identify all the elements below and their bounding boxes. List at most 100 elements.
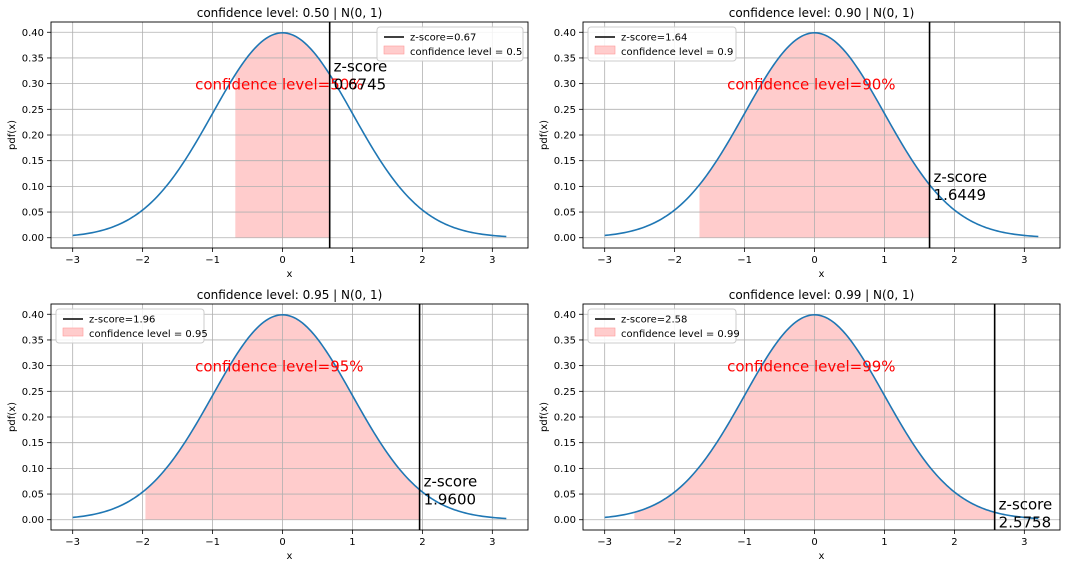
- y-tick-label: 0.10: [554, 182, 576, 193]
- y-tick-label: 0.30: [554, 361, 576, 372]
- y-tick-label: 0.30: [22, 361, 44, 372]
- x-tick-label: 2: [419, 537, 425, 548]
- legend-fill-swatch: [594, 45, 616, 55]
- zscore-text-value: 1.6449: [934, 186, 987, 204]
- x-tick-label: −1: [737, 255, 752, 266]
- x-axis-label: x: [287, 269, 293, 280]
- x-tick-label: 2: [951, 255, 957, 266]
- x-tick-label: 3: [1021, 537, 1027, 548]
- y-tick-label: 0.20: [554, 131, 576, 142]
- legend-line-label: z-score=0.67: [410, 33, 476, 44]
- zscore-text-value: 2.5758: [999, 513, 1052, 531]
- zscore-text-title: z-score: [999, 495, 1053, 513]
- legend-fill-swatch: [383, 45, 405, 55]
- x-tick-label: −3: [597, 537, 612, 548]
- y-tick-label: 0.25: [554, 387, 576, 398]
- x-tick-label: 0: [279, 255, 285, 266]
- x-tick-label: −1: [737, 537, 752, 548]
- x-tick-label: 3: [489, 537, 495, 548]
- pdf-curve: [604, 32, 1039, 238]
- y-tick-label: 0.35: [554, 335, 576, 346]
- legend: z-score=2.58 confidence level = 0.99: [587, 308, 740, 344]
- y-tick-label: 0.40: [554, 310, 576, 321]
- confidence-annotation: confidence level=90%: [727, 76, 895, 94]
- y-tick-label: 0.35: [22, 53, 44, 64]
- y-tick-label: 0.05: [554, 208, 576, 219]
- y-tick-label: 0.10: [22, 182, 44, 193]
- legend-box: [587, 308, 737, 344]
- legend-box: [587, 26, 737, 62]
- legend-fill-label: confidence level = 0.9: [621, 47, 733, 58]
- x-tick-label: −2: [667, 537, 682, 548]
- y-tick-label: 0.40: [22, 28, 44, 39]
- x-tick-label: 2: [951, 537, 957, 548]
- confidence-annotation: confidence level=95%: [195, 358, 363, 376]
- legend-fill-label: confidence level = 0.95: [89, 329, 208, 340]
- x-axis-label: x: [819, 551, 825, 562]
- y-tick-label: 0.00: [554, 515, 576, 526]
- y-axis-label: pdf(x): [539, 120, 550, 150]
- y-tick-label: 0.30: [554, 79, 576, 90]
- pdf-curve: [72, 32, 507, 238]
- y-tick-label: 0.15: [22, 438, 44, 449]
- y-tick-label: 0.00: [22, 515, 44, 526]
- x-axis-label: x: [287, 551, 293, 562]
- chart-title: confidence level: 0.99 | N(0, 1): [729, 288, 915, 302]
- y-axis-label: pdf(x): [7, 120, 18, 150]
- y-tick-label: 0.00: [22, 233, 44, 244]
- pdf-curve: [72, 314, 507, 520]
- y-tick-label: 0.05: [554, 490, 576, 501]
- confidence-annotation: confidence level=99%: [727, 358, 895, 376]
- x-tick-label: 0: [811, 255, 817, 266]
- y-tick-label: 0.25: [554, 105, 576, 116]
- y-tick-label: 0.40: [22, 310, 44, 321]
- legend-line-label: z-score=1.64: [621, 33, 687, 44]
- y-tick-label: 0.35: [554, 53, 576, 64]
- zscore-text-value: 0.6745: [334, 76, 387, 94]
- legend-box: [376, 26, 524, 62]
- x-tick-label: 1: [349, 255, 355, 266]
- legend: z-score=1.96 confidence level = 0.95: [55, 308, 208, 344]
- y-tick-label: 0.05: [22, 490, 44, 501]
- y-tick-label: 0.25: [22, 387, 44, 398]
- x-tick-label: 1: [881, 255, 887, 266]
- legend: z-score=0.67 confidence level = 0.5: [376, 26, 524, 62]
- legend: z-score=1.64 confidence level = 0.9: [587, 26, 737, 62]
- subplot-4: −3 −2 −1 0 1 2 3 0.00 0.05 0.10 0.15 0.20 0.25 0.30 0.…: [539, 288, 1061, 562]
- x-tick-label: −3: [65, 255, 80, 266]
- y-tick-label: 0.15: [554, 156, 576, 167]
- x-tick-label: 1: [349, 537, 355, 548]
- y-tick-label: 0.10: [22, 464, 44, 475]
- x-tick-label: −1: [205, 255, 220, 266]
- y-tick-label: 0.30: [22, 79, 44, 90]
- legend-line-label: z-score=2.58: [621, 315, 687, 326]
- legend-line-label: z-score=1.96: [89, 315, 155, 326]
- zscore-text-title: z-score: [424, 473, 478, 491]
- y-tick-label: 0.10: [554, 464, 576, 475]
- chart-title: confidence level: 0.95 | N(0, 1): [197, 288, 383, 302]
- y-tick-label: 0.25: [22, 105, 44, 116]
- x-tick-label: 2: [419, 255, 425, 266]
- x-tick-label: −3: [597, 255, 612, 266]
- y-tick-label: 0.35: [22, 335, 44, 346]
- y-tick-label: 0.05: [22, 208, 44, 219]
- legend-fill-label: confidence level = 0.5: [410, 47, 522, 58]
- subplot-2: −3 −2 −1 0 1 2 3 0.00 0.05 0.10 0.15 0.20 0.25 0.30 0.…: [539, 6, 1061, 280]
- legend-fill-swatch: [594, 327, 616, 337]
- x-tick-label: 3: [489, 255, 495, 266]
- x-tick-label: −2: [135, 255, 150, 266]
- legend-fill-swatch: [62, 327, 84, 337]
- legend-box: [55, 308, 205, 344]
- chart-title: confidence level: 0.50 | N(0, 1): [197, 6, 383, 20]
- pdf-curve: [604, 314, 1039, 520]
- x-tick-label: −3: [65, 537, 80, 548]
- y-tick-label: 0.20: [22, 413, 44, 424]
- y-tick-label: 0.20: [554, 413, 576, 424]
- subplot-1: −3 −2 −1 0 1 2 3 0.00 0.05 0.10 0.15 0.20 0.25 0.30 0.…: [7, 6, 529, 280]
- y-tick-label: 0.20: [22, 131, 44, 142]
- zscore-text-title: z-score: [934, 168, 988, 186]
- y-tick-label: 0.15: [22, 156, 44, 167]
- confidence-annotation: confidence level=50%: [195, 76, 363, 94]
- x-tick-label: −2: [667, 255, 682, 266]
